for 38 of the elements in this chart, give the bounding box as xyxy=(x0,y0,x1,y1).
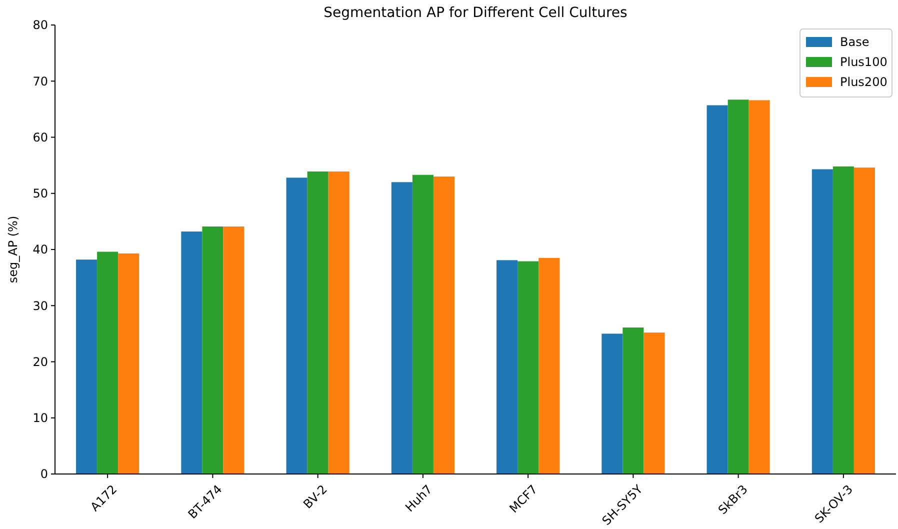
bar xyxy=(812,169,833,474)
bar xyxy=(118,253,140,474)
bar xyxy=(181,232,202,474)
bar xyxy=(602,334,623,474)
bar xyxy=(433,176,454,474)
bar xyxy=(76,260,98,474)
bar xyxy=(748,100,770,474)
bar xyxy=(307,171,328,474)
bar xyxy=(622,328,644,474)
legend-label: Base xyxy=(840,35,870,50)
bar xyxy=(644,332,665,474)
bar xyxy=(832,166,854,474)
y-tick-label: 40 xyxy=(32,242,48,257)
bar xyxy=(412,174,434,474)
y-tick-label: 20 xyxy=(32,354,48,369)
bar xyxy=(706,105,728,474)
bar xyxy=(854,168,875,474)
bar xyxy=(496,260,518,474)
y-tick-label: 30 xyxy=(32,298,48,313)
y-tick-label: 70 xyxy=(32,74,48,88)
bar xyxy=(286,178,308,474)
y-tick-label: 0 xyxy=(40,467,48,482)
y-tick-label: 10 xyxy=(32,411,48,426)
y-tick-label: 60 xyxy=(32,130,48,144)
y-tick-label: 80 xyxy=(32,18,48,32)
bar xyxy=(328,171,350,474)
bar xyxy=(728,100,749,474)
legend-label: Plus200 xyxy=(840,75,888,90)
bar xyxy=(391,182,412,474)
y-axis-title: seg_AP (%) xyxy=(6,216,20,284)
legend-label: Plus100 xyxy=(840,55,888,70)
bar xyxy=(223,226,244,474)
bar xyxy=(97,252,118,474)
y-tick-label: 50 xyxy=(32,186,48,201)
chart-title: Segmentation AP for Different Cell Cultures xyxy=(324,5,628,21)
bar xyxy=(518,261,539,474)
bar xyxy=(202,226,224,474)
bar xyxy=(538,258,560,474)
